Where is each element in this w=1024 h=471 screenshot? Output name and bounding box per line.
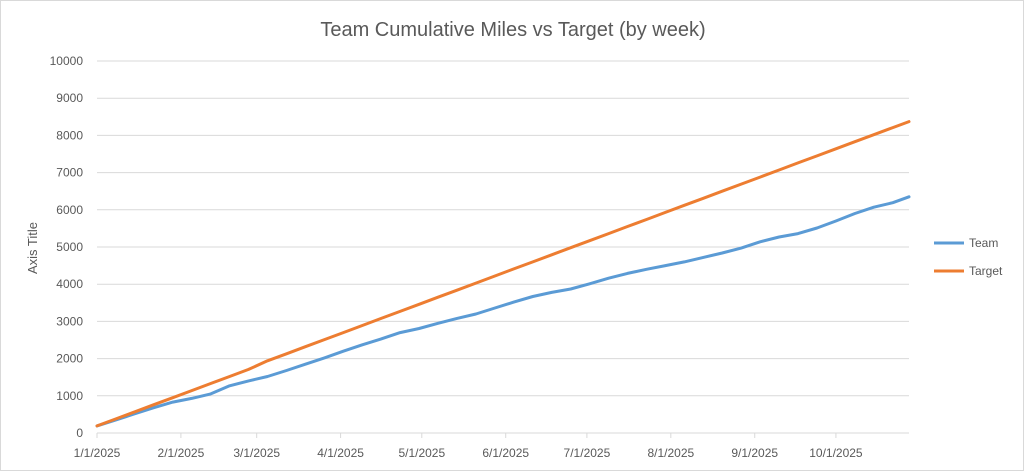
y-tick-label: 7000 xyxy=(56,166,83,180)
legend: Team Target xyxy=(934,236,1003,278)
x-tick-label: 8/1/2025 xyxy=(647,446,694,460)
series-line-target xyxy=(95,120,911,428)
y-tick-label: 2000 xyxy=(56,352,83,366)
x-tick-label: 5/1/2025 xyxy=(398,446,445,460)
y-tick-label: 4000 xyxy=(56,277,83,291)
y-tick-label: 9000 xyxy=(56,91,83,105)
y-axis-ticks: 0 1000 2000 3000 4000 5000 6000 7000 8000 9000 100… xyxy=(50,54,84,440)
legend-label-target: Target xyxy=(969,264,1003,278)
x-tick-label: 2/1/2025 xyxy=(158,446,205,460)
series-lines xyxy=(95,120,911,428)
y-tick-label: 0 xyxy=(76,426,83,440)
y-tick-label: 10000 xyxy=(50,54,84,68)
y-tick-label: 3000 xyxy=(56,314,83,328)
x-tick-label: 7/1/2025 xyxy=(564,446,611,460)
x-tick-label: 1/1/2025 xyxy=(74,446,121,460)
y-axis-title: Axis Title xyxy=(25,222,40,274)
x-tick-label: 3/1/2025 xyxy=(233,446,280,460)
chart-title: Team Cumulative Miles vs Target (by week… xyxy=(320,19,705,41)
gridlines xyxy=(97,60,909,434)
x-tick-label: 10/1/2025 xyxy=(809,446,863,460)
y-tick-label: 1000 xyxy=(56,389,83,403)
x-tick-label: 9/1/2025 xyxy=(731,446,778,460)
x-axis-ticks: 1/1/2025 2/1/2025 3/1/2025 4/1/2025 5/1/2025… xyxy=(74,433,863,460)
y-tick-label: 6000 xyxy=(56,203,83,217)
y-tick-label: 5000 xyxy=(56,240,83,254)
legend-label-team: Team xyxy=(969,236,998,250)
series-line-team xyxy=(95,195,911,428)
x-tick-label: 6/1/2025 xyxy=(482,446,529,460)
x-tick-label: 4/1/2025 xyxy=(317,446,364,460)
y-tick-label: 8000 xyxy=(56,128,83,142)
